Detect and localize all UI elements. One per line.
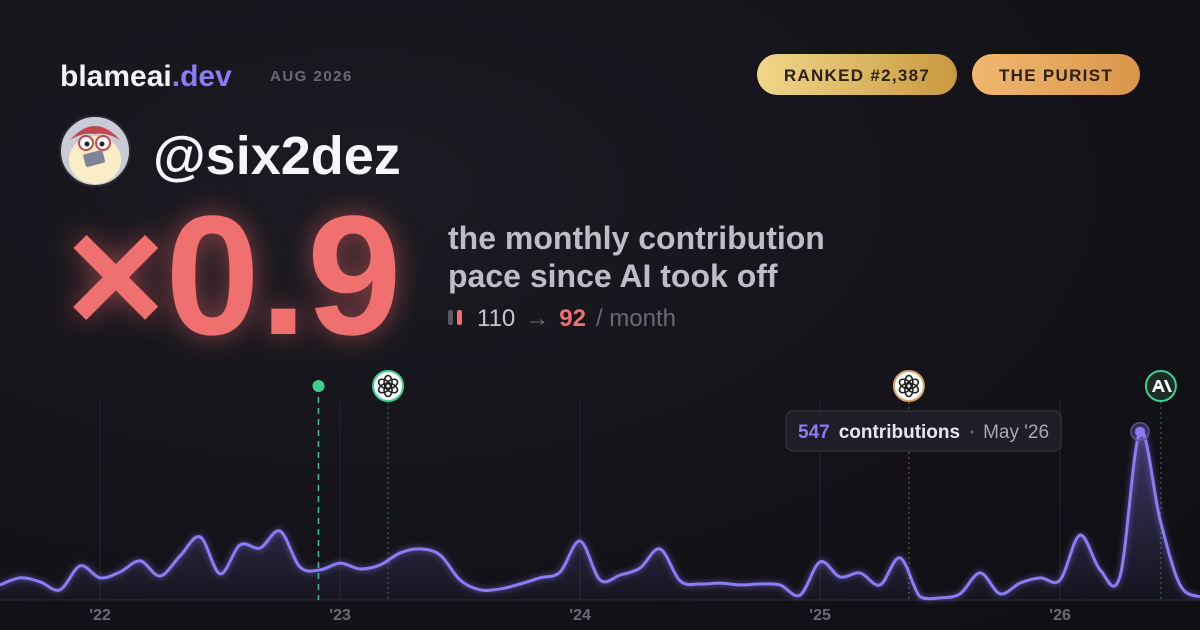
- event-icon-bg: [892, 370, 925, 402]
- handle: @six2dez: [153, 126, 401, 186]
- multiplier: ×0.9: [66, 181, 402, 371]
- event-icon: [1144, 370, 1177, 402]
- pace-unit: / month: [596, 305, 676, 332]
- pace-icon: [448, 310, 453, 325]
- badge: [972, 54, 1140, 95]
- caption-line: pace since AI took off: [448, 258, 778, 294]
- x-tick-label: '26: [1049, 607, 1071, 624]
- x-tick-label: '24: [569, 607, 591, 624]
- event-dot: [312, 380, 325, 392]
- event-icon: [372, 370, 405, 402]
- caption-line: the monthly contribution: [448, 220, 825, 256]
- pace-after: 92: [559, 305, 586, 332]
- tooltip-sep: [970, 430, 974, 434]
- event-icon-bg: [372, 370, 405, 402]
- badge-label: RANKED #2,387: [784, 66, 930, 85]
- badge-label: THE PURIST: [999, 66, 1113, 85]
- x-tick-label: '22: [89, 607, 111, 624]
- chart: '22 '23 '24 '25 '26 547 contributions May '26: [0, 370, 1200, 624]
- brand-suffix: .dev: [172, 60, 232, 93]
- multiplier-glow: ×0.9: [66, 181, 402, 371]
- event-icon-glyph: [377, 378, 392, 390]
- event-icon-glyph: [898, 378, 913, 390]
- event-icon: [892, 370, 925, 402]
- x-tick-label: '23: [329, 607, 351, 624]
- line: [0, 429, 1200, 601]
- period: AUG 2026: [270, 68, 353, 85]
- area: [0, 430, 1200, 600]
- tooltip-date: May '26: [983, 422, 1049, 443]
- avatar: [59, 115, 131, 187]
- event-icon-glyph: [1151, 380, 1172, 392]
- tooltip-label: contributions: [839, 422, 960, 443]
- highlight-point: [1135, 426, 1145, 437]
- tooltip: 547 contributions May '26: [785, 410, 1062, 452]
- brand: blameai: [60, 60, 172, 93]
- pace-icon: [457, 310, 462, 325]
- tooltip-box: [785, 410, 1062, 452]
- x-tick-label: '25: [809, 607, 831, 624]
- pace-arrow: →: [525, 305, 549, 332]
- tooltip-value: 547: [798, 422, 830, 443]
- pace-before: 110: [477, 305, 515, 332]
- badge: [757, 54, 957, 95]
